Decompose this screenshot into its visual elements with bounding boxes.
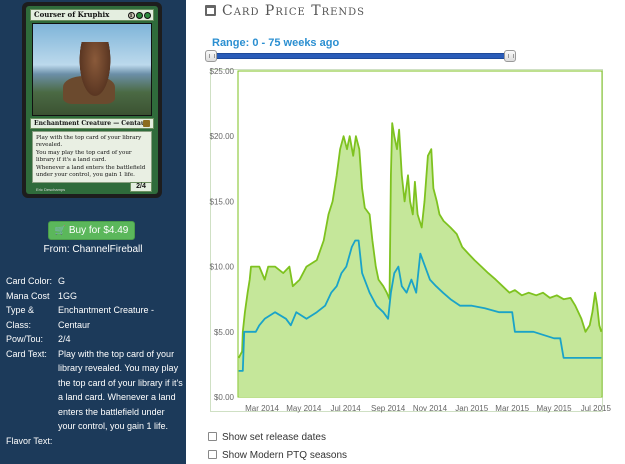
card-rules-text: Play with the top card of your library r… [32,131,152,183]
detail-row: Flavor Text: [6,435,53,446]
y-tick-label: $25.00 [210,67,235,76]
card-details: Card Color: G Mana Cost 1GG Type & Class… [6,274,184,448]
card-type-line: Enchantment Creature — Centaur [30,118,154,129]
checkbox-icon[interactable] [208,450,217,459]
card-power-toughness: 2/4 [130,182,152,192]
mana-green-icon [136,12,143,19]
option-modern-ptq-seasons[interactable]: Show Modern PTQ seasons [208,450,347,461]
detail-row: Card Color: G [6,276,66,286]
x-tick-label: May 2015 [536,404,572,413]
x-tick-label: Mar 2015 [495,404,529,413]
calendar-icon [205,5,216,16]
y-tick-label: $10.00 [210,263,235,272]
x-tick-label: Sep 2014 [371,404,406,413]
x-tick-label: Jan 2015 [455,404,488,413]
detail-row: Type & Class: Enchantment Creature - Cen… [6,305,155,330]
checkbox-icon[interactable] [208,432,217,441]
detail-row: Card Text: Play with the top card of you… [6,348,183,432]
buy-button[interactable]: 🛒 Buy for $4.49 [48,221,135,240]
x-tick-label: Mar 2014 [245,404,279,413]
y-tick-label: $0.00 [214,393,235,402]
card-name: Courser of Kruphix [34,10,110,19]
vendor-label: From: ChannelFireball [43,244,143,255]
panel-title: Card Price Trends [205,3,365,19]
y-tick-label: $20.00 [210,132,235,141]
series-line-green [237,122,603,359]
detail-row: Pow/Tou: 2/4 [6,334,71,344]
x-tick-label: Jul 2014 [330,404,361,413]
mana-green-icon [144,12,151,19]
range-slider-handle-left[interactable] [205,50,217,62]
set-symbol-icon [143,120,150,127]
y-tick-label: $5.00 [214,328,235,337]
card-artist: Eric Deschamps [36,187,66,192]
option-set-release-dates[interactable]: Show set release dates [208,432,326,443]
card-art [32,23,152,116]
mana-generic-icon: 1 [128,12,135,19]
range-label: Range: 0 - 75 weeks ago [212,37,340,49]
range-slider-handle-right[interactable] [504,50,516,62]
card-image: Courser of Kruphix 1 Enchantment Creatur… [22,2,162,198]
card-sidebar: Courser of Kruphix 1 Enchantment Creatur… [0,0,186,464]
card-mana-symbols: 1 [128,11,151,21]
y-tick-label: $15.00 [210,197,235,206]
card-title-bar: Courser of Kruphix 1 [30,9,154,21]
series-line-blue [238,239,602,372]
x-tick-label: May 2014 [286,404,322,413]
detail-row: Mana Cost 1GG [6,290,78,301]
cart-icon: 🛒 [54,225,66,235]
x-tick-label: Jul 2015 [581,404,612,413]
x-tick-label: Nov 2014 [413,404,448,413]
